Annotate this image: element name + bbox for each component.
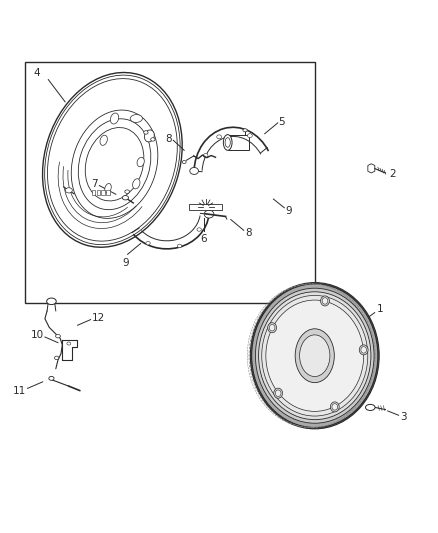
Ellipse shape (258, 292, 371, 419)
Ellipse shape (122, 196, 128, 200)
Ellipse shape (190, 167, 198, 174)
Ellipse shape (203, 154, 208, 157)
Ellipse shape (225, 138, 230, 147)
Ellipse shape (197, 228, 201, 231)
Text: 12: 12 (92, 313, 105, 323)
Ellipse shape (125, 190, 130, 193)
Text: 3: 3 (400, 412, 406, 422)
Text: 1: 1 (377, 304, 383, 314)
Ellipse shape (65, 188, 72, 193)
Ellipse shape (151, 138, 155, 141)
Ellipse shape (133, 179, 140, 189)
Ellipse shape (144, 131, 148, 134)
Ellipse shape (269, 325, 275, 331)
Ellipse shape (276, 390, 281, 397)
Ellipse shape (247, 134, 252, 138)
Bar (25, 62, 315, 303)
Ellipse shape (243, 129, 247, 132)
Ellipse shape (255, 288, 374, 423)
Ellipse shape (359, 345, 368, 355)
Text: 8: 8 (245, 229, 252, 238)
Ellipse shape (252, 284, 378, 427)
Ellipse shape (223, 135, 232, 150)
Ellipse shape (322, 298, 328, 304)
Ellipse shape (54, 356, 59, 360)
Ellipse shape (332, 403, 338, 410)
Ellipse shape (67, 342, 71, 345)
Ellipse shape (182, 160, 186, 164)
Ellipse shape (177, 244, 182, 248)
Text: 9: 9 (122, 258, 129, 268)
Text: 6: 6 (201, 234, 207, 244)
Ellipse shape (295, 329, 334, 383)
Bar (228, 135, 250, 150)
Bar (102, 190, 105, 195)
Ellipse shape (268, 322, 276, 333)
Ellipse shape (145, 130, 154, 142)
Ellipse shape (330, 402, 339, 412)
Text: 11: 11 (13, 386, 26, 396)
Ellipse shape (130, 115, 142, 123)
Ellipse shape (251, 282, 379, 429)
Ellipse shape (262, 295, 368, 416)
Text: 7: 7 (92, 179, 98, 189)
Bar (106, 190, 110, 195)
Bar (97, 190, 100, 195)
Ellipse shape (100, 135, 107, 146)
Bar (189, 204, 223, 210)
Ellipse shape (105, 183, 111, 193)
Ellipse shape (56, 334, 60, 338)
Text: 5: 5 (279, 117, 285, 126)
Ellipse shape (365, 405, 375, 410)
Text: 10: 10 (31, 330, 44, 340)
Text: 9: 9 (286, 206, 292, 216)
Text: 2: 2 (390, 169, 396, 179)
Ellipse shape (137, 157, 144, 167)
Bar (92, 190, 95, 195)
Ellipse shape (49, 376, 54, 381)
Ellipse shape (204, 210, 214, 218)
Ellipse shape (300, 335, 330, 376)
Ellipse shape (321, 296, 329, 306)
Ellipse shape (146, 241, 150, 245)
Text: 8: 8 (166, 134, 172, 143)
Ellipse shape (47, 298, 56, 304)
Text: 4: 4 (34, 68, 41, 78)
Ellipse shape (361, 346, 367, 353)
Ellipse shape (110, 113, 119, 124)
Ellipse shape (274, 388, 283, 398)
Ellipse shape (217, 135, 222, 139)
Polygon shape (368, 164, 375, 173)
Ellipse shape (266, 300, 364, 411)
